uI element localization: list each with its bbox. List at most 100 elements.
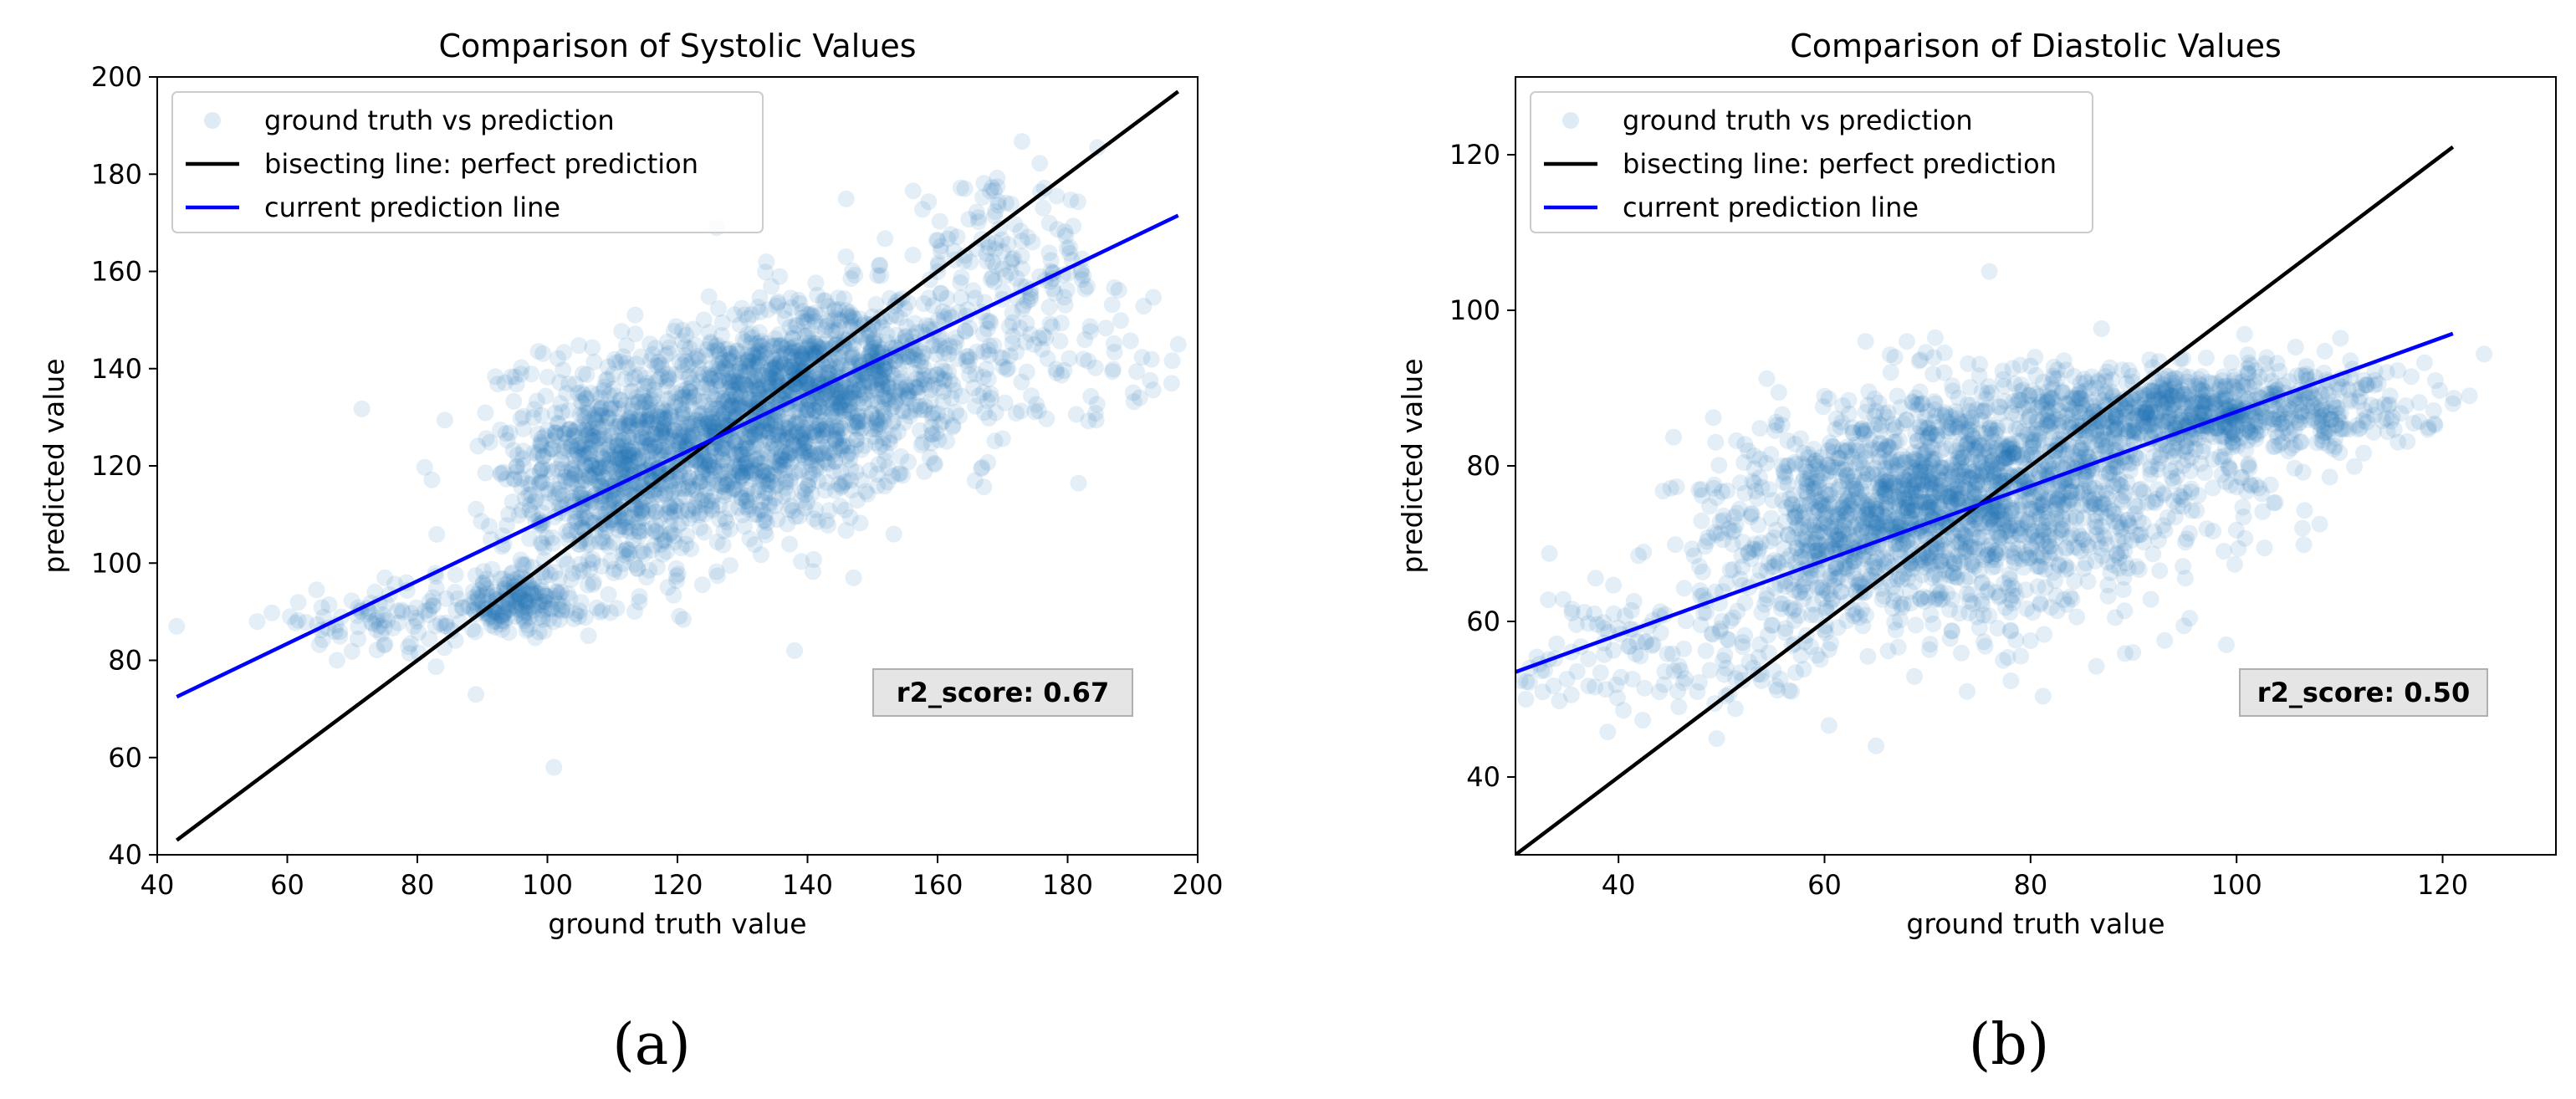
data-point <box>835 336 852 354</box>
data-point <box>743 335 760 352</box>
data-point <box>890 423 907 441</box>
data-point <box>2027 547 2044 565</box>
data-point <box>530 609 547 626</box>
data-point <box>762 360 779 378</box>
data-point <box>866 362 883 380</box>
data-point <box>832 378 850 396</box>
data-point <box>1835 496 1853 514</box>
data-point <box>630 411 647 429</box>
data-point <box>1019 228 1036 246</box>
data-point <box>1879 404 1897 422</box>
data-point <box>544 601 560 618</box>
data-point <box>1954 482 1971 499</box>
data-point <box>532 534 549 551</box>
data-point <box>681 418 698 436</box>
data-point <box>947 403 964 421</box>
data-point <box>751 426 769 443</box>
data-point <box>846 376 864 393</box>
data-point <box>807 501 824 519</box>
data-point <box>936 310 953 328</box>
data-point <box>477 404 494 422</box>
data-point <box>752 338 769 355</box>
data-point <box>626 306 644 324</box>
data-point <box>772 451 790 468</box>
data-point <box>638 411 656 429</box>
data-point <box>707 401 724 418</box>
data-point <box>898 318 916 335</box>
data-point <box>503 564 521 581</box>
data-point <box>932 416 948 433</box>
data-point <box>2032 496 2050 514</box>
data-point <box>689 469 707 487</box>
data-point <box>673 406 691 423</box>
data-point <box>629 505 647 523</box>
data-point <box>523 365 540 383</box>
data-point <box>605 433 621 451</box>
data-point <box>550 601 568 618</box>
data-point <box>706 462 723 479</box>
data-point <box>1842 506 1859 524</box>
data-point <box>855 374 872 391</box>
data-point <box>852 441 870 458</box>
data-point <box>774 388 792 406</box>
data-point <box>674 401 692 419</box>
data-point <box>2002 672 2020 689</box>
data-point <box>691 405 708 422</box>
data-point <box>767 368 785 385</box>
data-point <box>548 584 565 601</box>
data-point <box>634 542 652 560</box>
data-point <box>833 441 851 458</box>
data-point <box>850 381 867 399</box>
data-point <box>810 365 828 383</box>
data-point <box>2018 426 2036 443</box>
data-point <box>728 345 746 363</box>
data-point <box>666 417 683 435</box>
data-point <box>2063 491 2081 509</box>
data-point <box>575 447 592 464</box>
data-point <box>996 394 1014 411</box>
data-point <box>650 437 667 455</box>
data-point <box>594 529 611 547</box>
data-point <box>739 431 756 448</box>
data-point <box>546 564 564 581</box>
data-point <box>720 473 737 490</box>
data-point <box>469 437 487 455</box>
data-point <box>614 518 631 535</box>
data-point <box>1865 519 1882 537</box>
data-point <box>985 273 1003 290</box>
data-point <box>629 483 647 500</box>
data-point <box>680 392 698 410</box>
data-point <box>826 381 844 398</box>
data-point <box>737 376 754 393</box>
data-point <box>589 503 606 520</box>
data-point <box>573 438 590 456</box>
data-point <box>729 400 747 417</box>
data-point <box>698 481 716 498</box>
x-axis-label: ground truth value <box>548 907 806 940</box>
data-point <box>615 431 631 448</box>
data-point <box>580 420 597 437</box>
data-point <box>836 396 854 414</box>
data-point <box>1940 566 1958 584</box>
data-point <box>701 466 718 483</box>
data-point <box>718 438 736 456</box>
data-point <box>760 423 778 441</box>
data-point <box>573 473 590 491</box>
data-point <box>831 397 849 415</box>
data-point <box>930 379 948 396</box>
data-point <box>644 519 661 537</box>
data-point <box>907 379 924 396</box>
data-point <box>619 509 636 526</box>
data-point <box>1873 473 1891 490</box>
data-point <box>390 614 407 631</box>
data-point <box>515 612 533 630</box>
data-point <box>618 540 636 558</box>
data-point <box>923 337 941 355</box>
data-point <box>626 325 644 343</box>
data-point <box>1103 296 1121 314</box>
data-point <box>512 551 529 569</box>
data-point <box>530 443 548 461</box>
data-point <box>755 463 773 480</box>
data-point <box>2012 468 2030 486</box>
data-point <box>1694 563 1711 580</box>
